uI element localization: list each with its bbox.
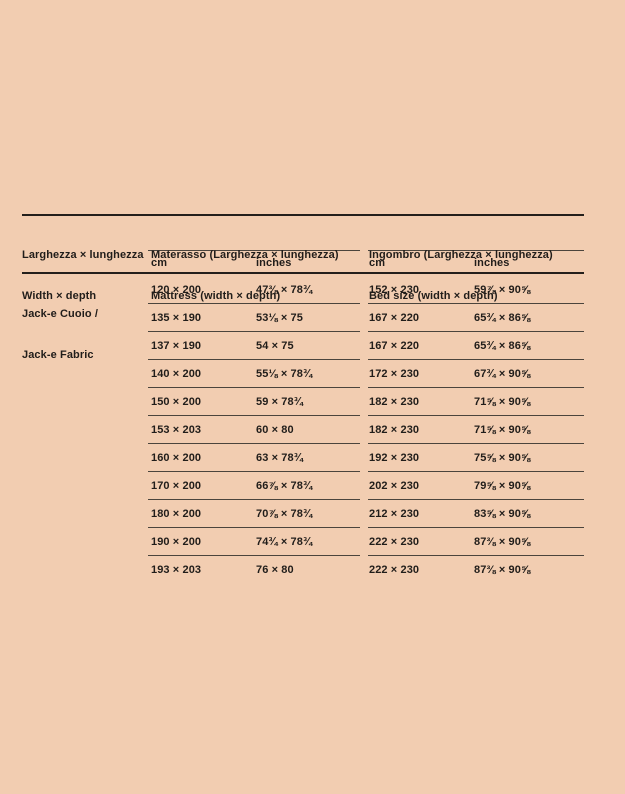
mattress-cm-value: 190 × 200 [151, 536, 202, 548]
mattress-cm-value: 153 × 203 [151, 424, 202, 436]
row-separator [148, 359, 360, 360]
bed-inches-value: 71⅝ × 90⅝ [474, 424, 531, 436]
mattress-inches-value: 54 × 75 [256, 340, 294, 352]
product-name-line2: Jack-e Fabric [22, 348, 94, 361]
mattress-inches-value: 76 × 80 [256, 564, 294, 576]
mattress-group-header: Materasso (Larghezza × lunghezza) Mattre… [151, 222, 339, 317]
mattress-inches-value: 63 × 78¾ [256, 452, 303, 464]
table-row: 193 × 203 76 × 80 222 × 230 87⅜ × 90⅝ [0, 555, 625, 583]
table-row: 190 × 200 74¾ × 78¾ 222 × 230 87⅜ × 90⅝ [0, 527, 625, 555]
row-separator [368, 415, 584, 416]
row-separator [148, 331, 360, 332]
table-row: 150 × 200 59 × 78¾ 182 × 230 71⅝ × 90⅝ [0, 387, 625, 415]
bed-inches-value: 75⅝ × 90⅝ [474, 452, 531, 464]
mattress-inches-value: 47⅜ × 78¾ [256, 284, 313, 296]
unit-header-mattress-cm: cm [151, 257, 168, 269]
table-top-rule [22, 214, 584, 216]
bed-cm-value: 222 × 230 [369, 536, 420, 548]
table-row: 137 × 190 54 × 75 167 × 220 65¾ × 86⅝ [0, 331, 625, 359]
bed-inches-value: 79⅝ × 90⅝ [474, 480, 531, 492]
row-header-line1: Larghezza × lunghezza [22, 249, 144, 261]
bed-inches-value: 65¾ × 86⅝ [474, 312, 531, 324]
bed-inches-value: 87⅜ × 90⅝ [474, 536, 531, 548]
mattress-inches-value: 53⅛ × 75 [256, 312, 303, 324]
bed-cm-value: 182 × 230 [369, 424, 420, 436]
bed-group-header-line2: Bed size (width × depth) [369, 289, 498, 302]
row-separator [368, 555, 584, 556]
table-row: 135 × 190 53⅛ × 75 167 × 220 65¾ × 86⅝ [0, 303, 625, 331]
row-separator [368, 527, 584, 528]
row-separator [368, 499, 584, 500]
mattress-cm-value: 180 × 200 [151, 508, 202, 520]
bed-group-header-line1: Ingombro (Larghezza × lunghezza) [369, 249, 553, 261]
table-row: 160 × 200 63 × 78¾ 192 × 230 75⅝ × 90⅝ [0, 443, 625, 471]
mattress-cm-value: 140 × 200 [151, 368, 202, 380]
mattress-cm-value: 193 × 203 [151, 564, 202, 576]
row-header: Larghezza × lunghezza Width × depth [22, 222, 144, 317]
unit-header-bed-inches: inches [474, 257, 510, 269]
bed-cm-value: 222 × 230 [369, 564, 420, 576]
mattress-subheader-rule [148, 250, 360, 251]
bed-cm-value: 182 × 230 [369, 396, 420, 408]
mattress-cm-value: 135 × 190 [151, 312, 202, 324]
mattress-inches-value: 60 × 80 [256, 424, 294, 436]
row-separator [368, 359, 584, 360]
row-separator [148, 303, 360, 304]
mattress-cm-value: 137 × 190 [151, 340, 202, 352]
table-row: 170 × 200 66⅞ × 78¾ 202 × 230 79⅝ × 90⅝ [0, 471, 625, 499]
mattress-cm-value: 160 × 200 [151, 452, 202, 464]
table-row: 180 × 200 70⅞ × 78¾ 212 × 230 83⅝ × 90⅝ [0, 499, 625, 527]
bed-cm-value: 212 × 230 [369, 508, 420, 520]
table-row: 120 × 200 47⅜ × 78¾ 152 × 230 59⅞ × 90⅝ [0, 275, 625, 303]
mattress-cm-value: 170 × 200 [151, 480, 202, 492]
bed-cm-value: 167 × 220 [369, 312, 420, 324]
product-name-line1: Jack-e Cuoio / [22, 308, 98, 320]
bed-inches-value: 87⅜ × 90⅝ [474, 564, 531, 576]
bed-cm-value: 172 × 230 [369, 368, 420, 380]
row-separator [368, 443, 584, 444]
mattress-cm-value: 120 × 200 [151, 284, 202, 296]
row-separator [368, 471, 584, 472]
bed-cm-value: 167 × 220 [369, 340, 420, 352]
row-separator [368, 331, 584, 332]
row-separator [148, 443, 360, 444]
unit-header-bed-cm: cm [369, 257, 386, 269]
bed-inches-value: 59⅞ × 90⅝ [474, 284, 531, 296]
bed-cm-value: 192 × 230 [369, 452, 420, 464]
mattress-group-header-line1: Materasso (Larghezza × lunghezza) [151, 249, 339, 261]
row-separator [148, 527, 360, 528]
row-separator [148, 499, 360, 500]
mattress-inches-value: 59 × 78¾ [256, 396, 303, 408]
row-separator [148, 555, 360, 556]
bed-inches-value: 83⅝ × 90⅝ [474, 508, 531, 520]
bed-inches-value: 67¾ × 90⅝ [474, 368, 531, 380]
bed-subheader-rule [368, 250, 584, 251]
product-name: Jack-e Cuoio / Jack-e Fabric [22, 281, 98, 376]
mattress-inches-value: 55⅛ × 78¾ [256, 368, 313, 380]
mattress-inches-value: 74¾ × 78¾ [256, 536, 313, 548]
bed-cm-value: 152 × 230 [369, 284, 420, 296]
table-row: 153 × 203 60 × 80 182 × 230 71⅝ × 90⅝ [0, 415, 625, 443]
unit-header-mattress-inches: inches [256, 257, 292, 269]
mattress-group-header-line2: Mattress (width × depth) [151, 289, 281, 302]
table-row: 140 × 200 55⅛ × 78¾ 172 × 230 67¾ × 90⅝ [0, 359, 625, 387]
row-header-line2: Width × depth [22, 289, 97, 302]
row-separator [368, 303, 584, 304]
row-separator [148, 471, 360, 472]
bed-inches-value: 65¾ × 86⅝ [474, 340, 531, 352]
mattress-cm-value: 150 × 200 [151, 396, 202, 408]
mattress-inches-value: 70⅞ × 78¾ [256, 508, 313, 520]
mattress-inches-value: 66⅞ × 78¾ [256, 480, 313, 492]
row-separator [148, 415, 360, 416]
header-bottom-rule [22, 272, 584, 274]
row-separator [368, 387, 584, 388]
bed-inches-value: 71⅝ × 90⅝ [474, 396, 531, 408]
bed-group-header: Ingombro (Larghezza × lunghezza) Bed siz… [369, 222, 553, 317]
row-separator [148, 387, 360, 388]
bed-cm-value: 202 × 230 [369, 480, 420, 492]
